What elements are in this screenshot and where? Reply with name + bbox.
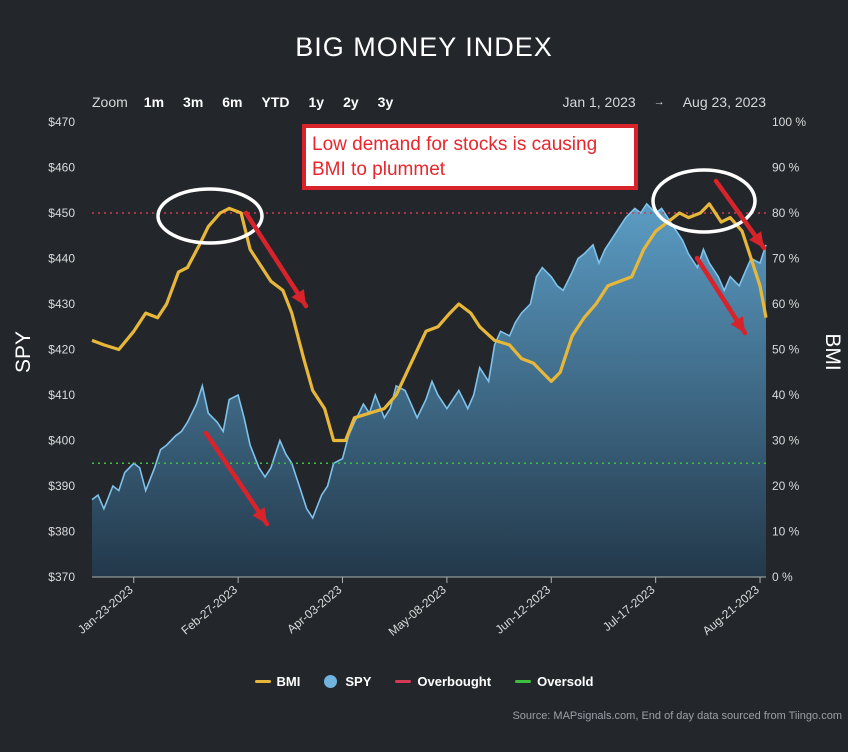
x-tick-label: Feb-27-2023 [178, 582, 240, 637]
x-tick-label: May-08-2023 [386, 582, 449, 638]
right-tick-label: 90 % [772, 161, 800, 175]
highlight-ellipse-feb [156, 187, 264, 245]
legend-oversold-label: Oversold [537, 674, 594, 689]
zoom-ytd-button[interactable]: YTD [261, 94, 290, 110]
left-tick-label: $370 [48, 570, 75, 584]
legend-item-bmi[interactable]: BMI [254, 674, 301, 689]
legend-spy-label: SPY [345, 674, 372, 689]
x-tick-label: Jul-17-2023 [600, 582, 658, 634]
zoom-2y-button[interactable]: 2y [343, 94, 359, 110]
arrow-down-1-icon-head [291, 289, 306, 306]
x-tick-label: Apr-03-2023 [284, 582, 344, 636]
legend: BMI SPY Overbought Oversold [0, 674, 848, 689]
zoom-bar: Zoom 1m 3m 6m YTD 1y 2y 3y [92, 92, 412, 112]
arrow-down-2-icon-shaft [203, 430, 270, 527]
right-tick-label: 80 % [772, 206, 800, 220]
left-tick-label: $470 [48, 115, 75, 129]
legend-item-spy[interactable]: SPY [324, 674, 371, 689]
zoom-3m-button[interactable]: 3m [183, 94, 204, 110]
right-tick-label: 60 % [772, 297, 800, 311]
left-tick-label: $390 [48, 479, 75, 493]
right-tick-label: 50 % [772, 343, 800, 357]
zoom-label: Zoom [92, 94, 128, 110]
legend-bmi-swatch [254, 680, 271, 683]
arrow-down-3-icon-head [749, 231, 764, 248]
annotation-box: Low demand for stocks is causing BMI to … [302, 124, 638, 190]
zoom-1y-button[interactable]: 1y [308, 94, 325, 110]
left-tick-label: $380 [48, 525, 75, 539]
arrow-down-2-icon-head [252, 507, 267, 524]
arrow-down-3-icon [713, 178, 767, 251]
x-tick-label: Aug-21-2023 [700, 582, 762, 638]
right-tick-label: 10 % [772, 525, 800, 539]
right-tick-label: 20 % [772, 479, 800, 493]
legend-oversold-swatch [515, 680, 532, 683]
annotation-line-1: Low demand for stocks is causing [312, 134, 598, 155]
arrow-down-2-icon [203, 430, 270, 527]
left-tick-label: $410 [48, 388, 75, 402]
legend-item-oversold[interactable]: Oversold [515, 674, 593, 689]
highlight-ellipse-aug [651, 168, 757, 234]
date-range: Jan 1, 2023 → Aug 23, 2023 [563, 92, 766, 112]
right-tick-label: 40 % [772, 388, 800, 402]
range-to-input[interactable]: Aug 23, 2023 [682, 94, 766, 110]
arrow-down-1-icon-shaft [243, 210, 309, 309]
legend-overbought-label: Overbought [417, 674, 492, 689]
zoom-1m-button[interactable]: 1m [143, 94, 165, 110]
right-tick-label: 30 % [772, 434, 800, 448]
zoom-6m-button[interactable]: 6m [222, 94, 243, 110]
range-arrow-icon: → [653, 96, 665, 108]
legend-item-overbought[interactable]: Overbought [395, 674, 491, 689]
right-tick-label: 70 % [772, 252, 800, 266]
arrow-down-1-icon [243, 210, 309, 309]
left-tick-label: $400 [48, 434, 75, 448]
left-tick-label: $460 [48, 161, 75, 175]
zoom-3y-button[interactable]: 3y [377, 94, 394, 110]
right-tick-label: 0 % [772, 570, 793, 584]
annotation-line-2: BMI to plummet [312, 159, 446, 180]
legend-overbought-swatch [395, 680, 412, 683]
left-tick-label: $420 [48, 343, 75, 357]
chart-title: BIG MONEY INDEX [295, 32, 553, 62]
x-tick-label: Jan-23-2023 [75, 582, 136, 636]
right-tick-label: 100 % [772, 115, 806, 129]
left-tick-label: $440 [48, 252, 75, 266]
left-axis-title: SPY [12, 331, 35, 373]
range-from-input[interactable]: Jan 1, 2023 [562, 94, 636, 110]
arrow-down-4-icon-head [730, 316, 745, 333]
legend-spy-swatch [324, 675, 338, 688]
left-tick-label: $450 [48, 206, 75, 220]
left-tick-label: $430 [48, 297, 75, 311]
x-tick-label: Jun-12-2023 [493, 582, 554, 636]
source-note: Source: MAPsignals.com, End of day data … [512, 710, 842, 722]
right-axis-title: BMI [821, 333, 844, 370]
legend-bmi-label: BMI [276, 674, 301, 689]
arrow-down-4-icon [694, 255, 748, 336]
